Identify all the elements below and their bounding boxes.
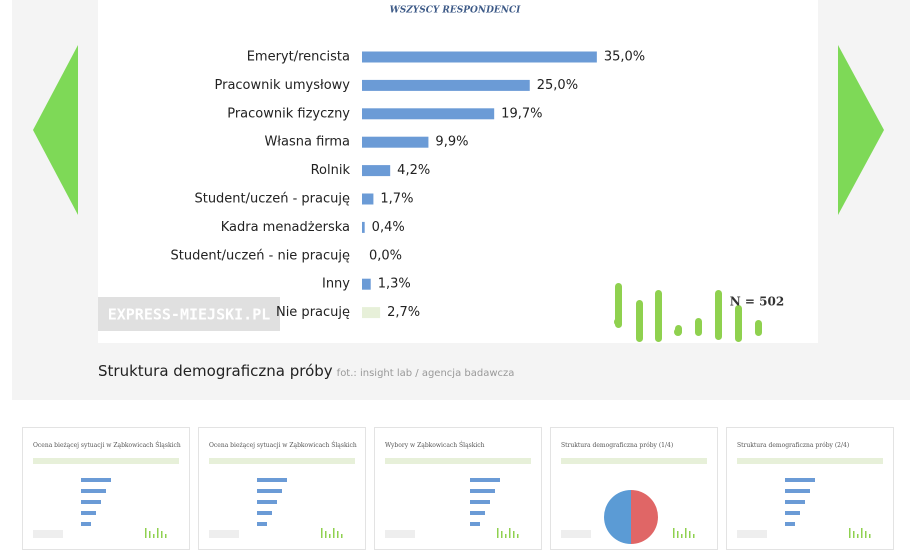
thumbnail-preview [209,458,355,538]
value-label: 0,0% [369,248,402,263]
caption: Struktura demograficzna próby fot.: insig… [98,362,514,380]
thumbnail-title: Ocena bieżącej sytuacji w Ząbkowicach Śl… [209,442,357,449]
watermark: EXPRESS-MIEJSKI.PL [108,306,271,324]
bar [362,221,365,233]
bar [362,165,391,177]
bar [362,136,429,148]
bar [362,108,495,120]
chart-title: WSZYSCY RESPONDENCI [390,6,522,16]
thumbnail[interactable]: Struktura demograficzna próby (2/4) [726,427,894,550]
value-label: 1,3% [378,277,411,292]
category-label: Student/uczeń - pracuję [194,192,350,207]
thumbnail-preview [561,458,707,544]
category-label: Rolnik [311,163,351,178]
bar [362,307,381,319]
value-label: 9,9% [435,135,468,150]
thumbnail[interactable]: Ocena bieżącej sytuacji w Ząbkowicach Śl… [198,427,366,550]
watermark-bg [98,297,280,331]
thumbnail-preview [737,458,883,538]
value-label: 25,0% [537,78,578,93]
bar [362,79,530,91]
category-label: Inny [322,277,350,292]
thumbnail-title: Wybory w Ząbkowicach Śląskich [385,442,485,449]
thumbnail-preview [385,458,531,538]
next-arrow[interactable] [838,45,884,215]
value-label: 4,2% [397,163,430,178]
category-label: Nie pracuję [276,305,350,320]
n-annotation: N = 502 [730,295,784,309]
value-label: 0,4% [372,220,405,235]
value-label: 2,7% [387,305,420,320]
thumbnail-preview [33,458,179,538]
thumbnail[interactable]: Struktura demograficzna próby (1/4) [550,427,718,550]
bar [362,51,597,63]
caption-credit: fot.: insight lab / agencja badawcza [336,368,515,379]
value-label: 35,0% [604,50,645,65]
prev-arrow[interactable] [33,45,78,215]
arrows [33,45,884,215]
thumbnail-title: Struktura demograficzna próby (1/4) [561,442,674,449]
category-label: Student/uczeń - nie pracuję [171,248,351,263]
bar [362,278,371,290]
bar [362,193,374,205]
chart-bg [98,0,818,343]
thumbnail-title: Struktura demograficzna próby (2/4) [737,442,850,449]
value-label: 19,7% [501,106,542,121]
logo [614,283,762,342]
thumbnail[interactable]: Wybory w Ząbkowicach Śląskich [374,427,542,550]
thumbnail[interactable]: Ocena bieżącej sytuacji w Ząbkowicach Śl… [22,427,190,550]
category-label: Własna firma [264,135,350,150]
value-label: 1,7% [380,192,413,207]
category-label: Kadra menadżerska [221,220,350,235]
category-label: Pracownik fizyczny [227,106,350,121]
caption-title: Struktura demograficzna próby [98,362,333,380]
chart: WSZYSCY RESPONDENCI N = 502 EXPRESS-MIEJ… [98,0,818,343]
category-label: Pracownik umysłowy [214,78,350,93]
thumbnail-title: Ocena bieżącej sytuacji w Ząbkowicach Śl… [33,442,181,449]
category-label: Emeryt/rencista [247,50,350,65]
